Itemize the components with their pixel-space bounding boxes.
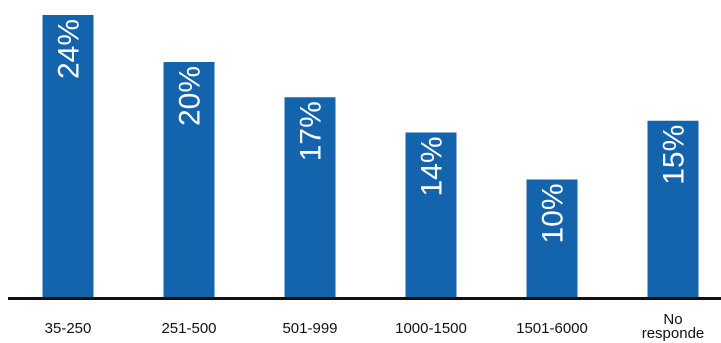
data-labels-group: 24% 20% 17% 14% 10% 15% xyxy=(53,19,691,244)
data-label-2: 17% xyxy=(295,101,328,161)
x-tick-label-1: 251-500 xyxy=(161,320,216,337)
bar-3 xyxy=(405,132,457,297)
bar-0 xyxy=(42,15,94,297)
x-tick-label-2: 501-999 xyxy=(282,320,337,337)
data-label-0: 24% xyxy=(53,19,86,79)
x-tick-label-4: 1501-6000 xyxy=(516,320,588,337)
bar-4 xyxy=(526,179,578,297)
x-tick-label-3: 1000-1500 xyxy=(395,320,467,337)
data-label-3: 14% xyxy=(416,137,449,197)
x-tick-label-5: No responde xyxy=(642,311,705,342)
x-tick-label-0: 35-250 xyxy=(45,320,92,337)
bar-2 xyxy=(284,97,336,297)
data-label-4: 10% xyxy=(537,184,570,244)
bars-group xyxy=(42,15,699,297)
data-label-1: 20% xyxy=(174,66,207,126)
bar-1 xyxy=(163,62,215,297)
bar-5 xyxy=(647,120,699,297)
data-label-5: 15% xyxy=(658,125,691,185)
x-tick-labels-group: 35-250 251-500 501-999 1000-1500 1501-6000 No… xyxy=(45,311,705,342)
